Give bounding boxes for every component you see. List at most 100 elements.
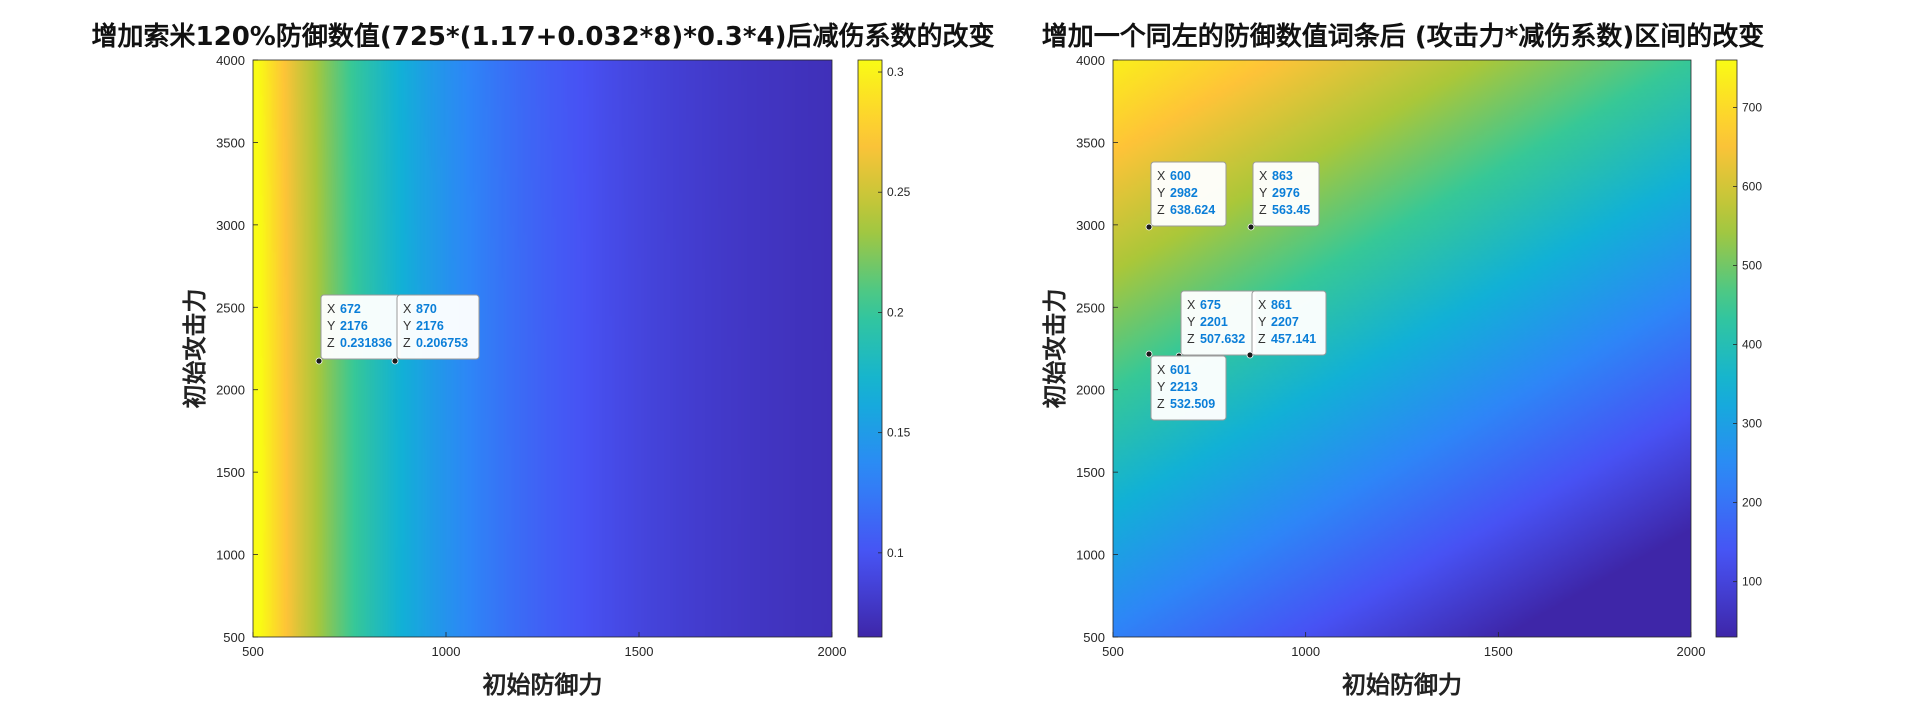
y-tick-label: 1000 xyxy=(1076,548,1105,563)
colorbar-tick-label: 400 xyxy=(1742,338,1762,352)
datatip-key: X xyxy=(1157,363,1166,377)
y-tick-label: 2000 xyxy=(1076,383,1105,398)
datatip-x-value: 600 xyxy=(1170,169,1191,183)
x-axis-label: 初始防御力 xyxy=(1342,671,1462,699)
y-tick-label: 3500 xyxy=(216,135,245,150)
x-tick-label: 2000 xyxy=(818,644,847,659)
colorbar-tick-label: 100 xyxy=(1742,575,1762,589)
datatip-y-value: 2176 xyxy=(340,319,368,333)
datatip-box xyxy=(1252,161,1320,227)
colorbar-tick-label: 0.15 xyxy=(887,426,911,440)
y-tick-label: 3500 xyxy=(1076,135,1105,150)
datatip-key: Z xyxy=(1187,332,1195,346)
datatip-box xyxy=(1251,290,1327,356)
datatip[interactable]: X 861 Y 2207 Z 457.141 xyxy=(1246,290,1327,359)
x-tick-label: 1000 xyxy=(1291,644,1320,659)
datatip-key: Y xyxy=(1187,315,1196,329)
x-axis-label: 初始防御力 xyxy=(483,671,603,699)
datatip-key: Z xyxy=(1157,397,1165,411)
datatip[interactable]: X 675 Y 2201 Z 507.632 xyxy=(1175,290,1257,360)
datatip-z-value: 563.45 xyxy=(1272,203,1310,217)
y-tick-label: 2500 xyxy=(216,300,245,315)
colorbar-tick-label: 300 xyxy=(1742,417,1762,431)
datatip-marker[interactable] xyxy=(1247,223,1255,231)
y-tick-label: 500 xyxy=(1083,630,1105,645)
colorbar-tick-label: 600 xyxy=(1742,179,1762,193)
datatip-z-value: 532.509 xyxy=(1170,397,1215,411)
y-axis-label: 初始攻击力 xyxy=(181,289,209,409)
datatip-box xyxy=(1150,161,1227,227)
datatip-key: Z xyxy=(327,336,335,350)
datatip-marker[interactable] xyxy=(1246,351,1254,359)
datatip-y-value: 2982 xyxy=(1170,186,1198,200)
datatip-z-value: 638.624 xyxy=(1170,203,1215,217)
y-tick-label: 3000 xyxy=(1076,218,1105,233)
plot-area-frame xyxy=(252,59,833,638)
datatip-key: X xyxy=(1187,298,1196,312)
y-tick-label: 2000 xyxy=(216,383,245,398)
colorbar-tick-label: 0.1 xyxy=(887,546,904,560)
colorbar-tick-label: 0.2 xyxy=(887,305,904,319)
datatip-key: X xyxy=(1157,169,1166,183)
colorbar-tick-label: 200 xyxy=(1742,496,1762,510)
datatip-marker[interactable] xyxy=(1145,350,1153,358)
datatip[interactable]: X 601 Y 2213 Z 532.509 xyxy=(1145,350,1227,421)
right-panel: 500 1000 1500 2000 500 1000 1500 2000 2500 3000 35… xyxy=(1041,21,1764,699)
y-tick-label: 500 xyxy=(223,630,245,645)
datatip-key: Y xyxy=(327,319,336,333)
colorbar-tick-label: 700 xyxy=(1742,100,1762,114)
datatip-key: Y xyxy=(1258,315,1267,329)
datatip-key: X xyxy=(1258,298,1267,312)
x-tick-label: 1000 xyxy=(432,644,461,659)
datatip-key: X xyxy=(327,302,336,316)
datatip-key: Y xyxy=(1157,186,1166,200)
y-tick-label: 2500 xyxy=(1076,300,1105,315)
datatip-x-value: 675 xyxy=(1200,298,1221,312)
datatip-key: X xyxy=(1259,169,1268,183)
datatip[interactable]: X 672 Y 2176 Z 0.231836 xyxy=(315,294,401,365)
datatip-y-value: 2976 xyxy=(1272,186,1300,200)
colorbar-tick-label: 0.25 xyxy=(887,185,911,199)
datatip-box xyxy=(1150,355,1227,421)
datatip-z-value: 457.141 xyxy=(1271,332,1316,346)
datatip-y-value: 2176 xyxy=(416,319,444,333)
datatip-box xyxy=(396,294,480,360)
datatip-key: Y xyxy=(1259,186,1268,200)
datatip-z-value: 0.231836 xyxy=(340,336,392,350)
datatip-key: X xyxy=(403,302,412,316)
datatip[interactable]: X 863 Y 2976 Z 563.45 xyxy=(1247,161,1320,231)
datatip-y-value: 2213 xyxy=(1170,380,1198,394)
datatip-marker[interactable] xyxy=(1145,223,1153,231)
colorbar-tick-label: 0.3 xyxy=(887,65,904,79)
datatip-x-value: 861 xyxy=(1271,298,1292,312)
datatip[interactable]: X 600 Y 2982 Z 638.624 xyxy=(1145,161,1227,231)
y-tick-label: 4000 xyxy=(216,53,245,68)
datatip-marker[interactable] xyxy=(315,357,323,365)
y-tick-label: 4000 xyxy=(1076,53,1105,68)
datatip-y-value: 2207 xyxy=(1271,315,1299,329)
x-tick-label: 500 xyxy=(242,644,264,659)
datatip[interactable]: X 870 Y 2176 Z 0.206753 xyxy=(391,294,480,365)
datatip-y-value: 2201 xyxy=(1200,315,1228,329)
datatip-key: Y xyxy=(1157,380,1166,394)
plot-area-frame xyxy=(1112,59,1692,638)
colorbar-tick-label: 500 xyxy=(1742,259,1762,273)
x-tick-label: 2000 xyxy=(1677,644,1706,659)
y-tick-label: 1000 xyxy=(216,548,245,563)
datatip-key: Z xyxy=(1258,332,1266,346)
datatip-z-value: 507.632 xyxy=(1200,332,1245,346)
datatip-key: Z xyxy=(403,336,411,350)
datatip-key: Z xyxy=(1157,203,1165,217)
datatip-z-value: 0.206753 xyxy=(416,336,468,350)
y-tick-label: 1500 xyxy=(216,465,245,480)
chart-title: 增加索米120%防御数值(725*(1.17+0.032*8)*0.3*4)后减… xyxy=(92,21,995,52)
colorbar xyxy=(857,59,883,638)
y-tick-label: 1500 xyxy=(1076,465,1105,480)
datatip-marker[interactable] xyxy=(391,357,399,365)
datatip-x-value: 863 xyxy=(1272,169,1293,183)
colorbar xyxy=(1715,59,1738,638)
datatip-x-value: 672 xyxy=(340,302,361,316)
y-axis-label: 初始攻击力 xyxy=(1041,289,1069,409)
left-panel: 500 1000 1500 2000 500 1000 1500 2000 2500 3000 35… xyxy=(92,21,995,699)
